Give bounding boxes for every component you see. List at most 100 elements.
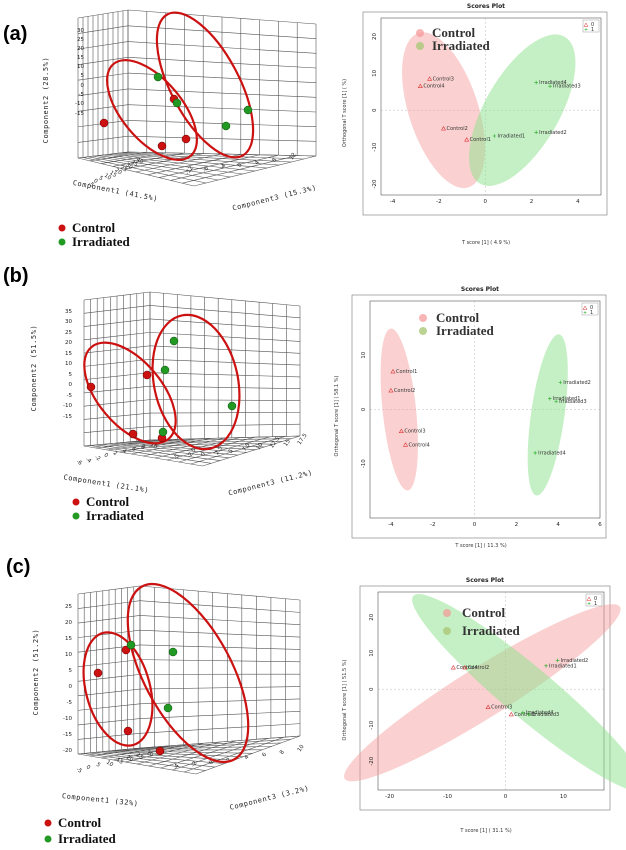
point-label: Control4 [456,665,477,671]
legend-control-marker [44,819,52,827]
scores-x-tick-label: 2 [530,199,534,205]
x-tick-label: 4 [121,448,128,455]
confidence-ellipse [83,341,177,445]
legend-box-label-1: 1 [594,601,597,607]
control-point [403,442,409,447]
overlay-legend-control-marker [443,609,451,617]
right-wall-grid-line [149,291,301,307]
scores-x-tick-label: -20 [385,794,394,800]
scores-x-tick-label: 4 [576,199,580,205]
irradiated-point [172,98,182,108]
x-axis-label: Component1 (32%) [61,792,138,808]
y-tick-label: -5 [79,92,85,98]
left-wall-grid-line [83,291,151,301]
point-label: Irradiated3 [532,712,560,718]
overlay-legend-control-label: Control [462,605,505,620]
y-tick-label: -5 [67,393,73,399]
left-wall-grid-line [83,332,151,341]
scores-y-tick-label: 10 [361,351,367,358]
floor-grid-line [101,152,166,164]
right-wall-grid-line [149,332,301,342]
point-label: Control3 [491,705,512,711]
legend-box-irradiated-marker [587,602,591,605]
y-tick-label: 25 [77,37,84,43]
scores-y-tick-label: -20 [369,756,375,765]
left-wall-grid-line [83,372,151,380]
point-label: Irradiated3 [559,399,587,405]
control-point [417,83,423,89]
floor-grid-line [135,153,223,173]
right-wall-grid-line [139,686,301,690]
panel-label: (a) [3,23,27,45]
floor-grid-line [77,151,129,159]
left-wall-grid-line [77,674,141,682]
x-tick-label: 0 [85,764,92,771]
legend-irradiated-label: Irradiated [72,234,131,249]
legend-irradiated-label: Irradiated [58,831,117,846]
z-tick-label: 4 [254,159,261,166]
point-label: Control2 [394,388,415,394]
irradiated-point [243,105,253,115]
left-wall-grid-line [83,412,151,420]
floor-grid-line [193,155,317,187]
right-wall-grid-line [149,385,301,390]
scores-x-tick-label: 2 [515,522,519,528]
confidence-ellipse [82,631,154,747]
x-tick-label: -2 [93,454,101,462]
control-confidence-ellipse [402,32,485,189]
x-axis-label: Component1 (41.5%) [72,179,159,203]
irradiated-point [126,640,136,650]
scores-x-tick-label: 0 [483,199,487,205]
confidence-ellipse [155,11,255,159]
point-label: Irradiated1 [553,396,581,402]
left-wall-grid-line [77,688,141,697]
control-point [462,664,468,670]
control-point [508,711,514,717]
scores-plot-title: Scores Plot [461,286,499,293]
scores-y-tick-label: 20 [372,32,378,39]
left-wall-grid-line [77,41,129,50]
scores-x-tick-label: 6 [598,522,602,528]
left-wall-grid-line [83,345,151,354]
point-label: Control2 [468,665,489,671]
right-wall-grid-line [139,615,301,626]
irradiated-point [554,399,558,404]
floor-grid-line [170,154,279,181]
control-point [157,141,167,151]
x-tick-label: 2 [112,450,118,457]
x-tick-label: 20 [114,167,124,176]
floor-grid-line [89,746,157,757]
left-wall-grid-line [77,25,129,34]
legend-box-control-marker [583,22,589,27]
right-wall-grid-line [149,412,301,414]
z-tick-label: -12 [185,165,195,176]
legend-control-label: Control [86,494,129,509]
y-tick-label: 20 [77,46,84,52]
x-tick-label: 5 [95,762,102,769]
floor-grid-line [147,154,241,176]
left-wall-grid-line [77,9,129,19]
control-point [398,428,404,433]
control-point [128,429,138,439]
y-tick-label: -15 [75,111,84,117]
point-label: Control4 [423,84,444,90]
y-tick-label: 20 [65,620,72,626]
right-wall-grid-line [149,318,301,330]
legend-box-label-1: 1 [591,27,594,33]
point-label: Irradiated2 [539,130,567,136]
z-tick-label: -2.5 [187,447,198,460]
floor-grid-line [190,436,286,465]
z-tick-label: 0 [208,759,215,766]
y-tick-label: 30 [77,28,84,34]
legend-irradiated-marker [58,238,66,246]
control-point [485,704,491,709]
right-wall-grid-line [139,629,301,638]
x-tick-label: -4 [84,457,92,465]
irradiated-point [548,84,552,89]
x-tick-label: 0 [92,178,99,185]
right-wall-grid-line [127,25,317,39]
floor-grid-line [83,439,151,447]
irradiated-point [548,396,552,401]
